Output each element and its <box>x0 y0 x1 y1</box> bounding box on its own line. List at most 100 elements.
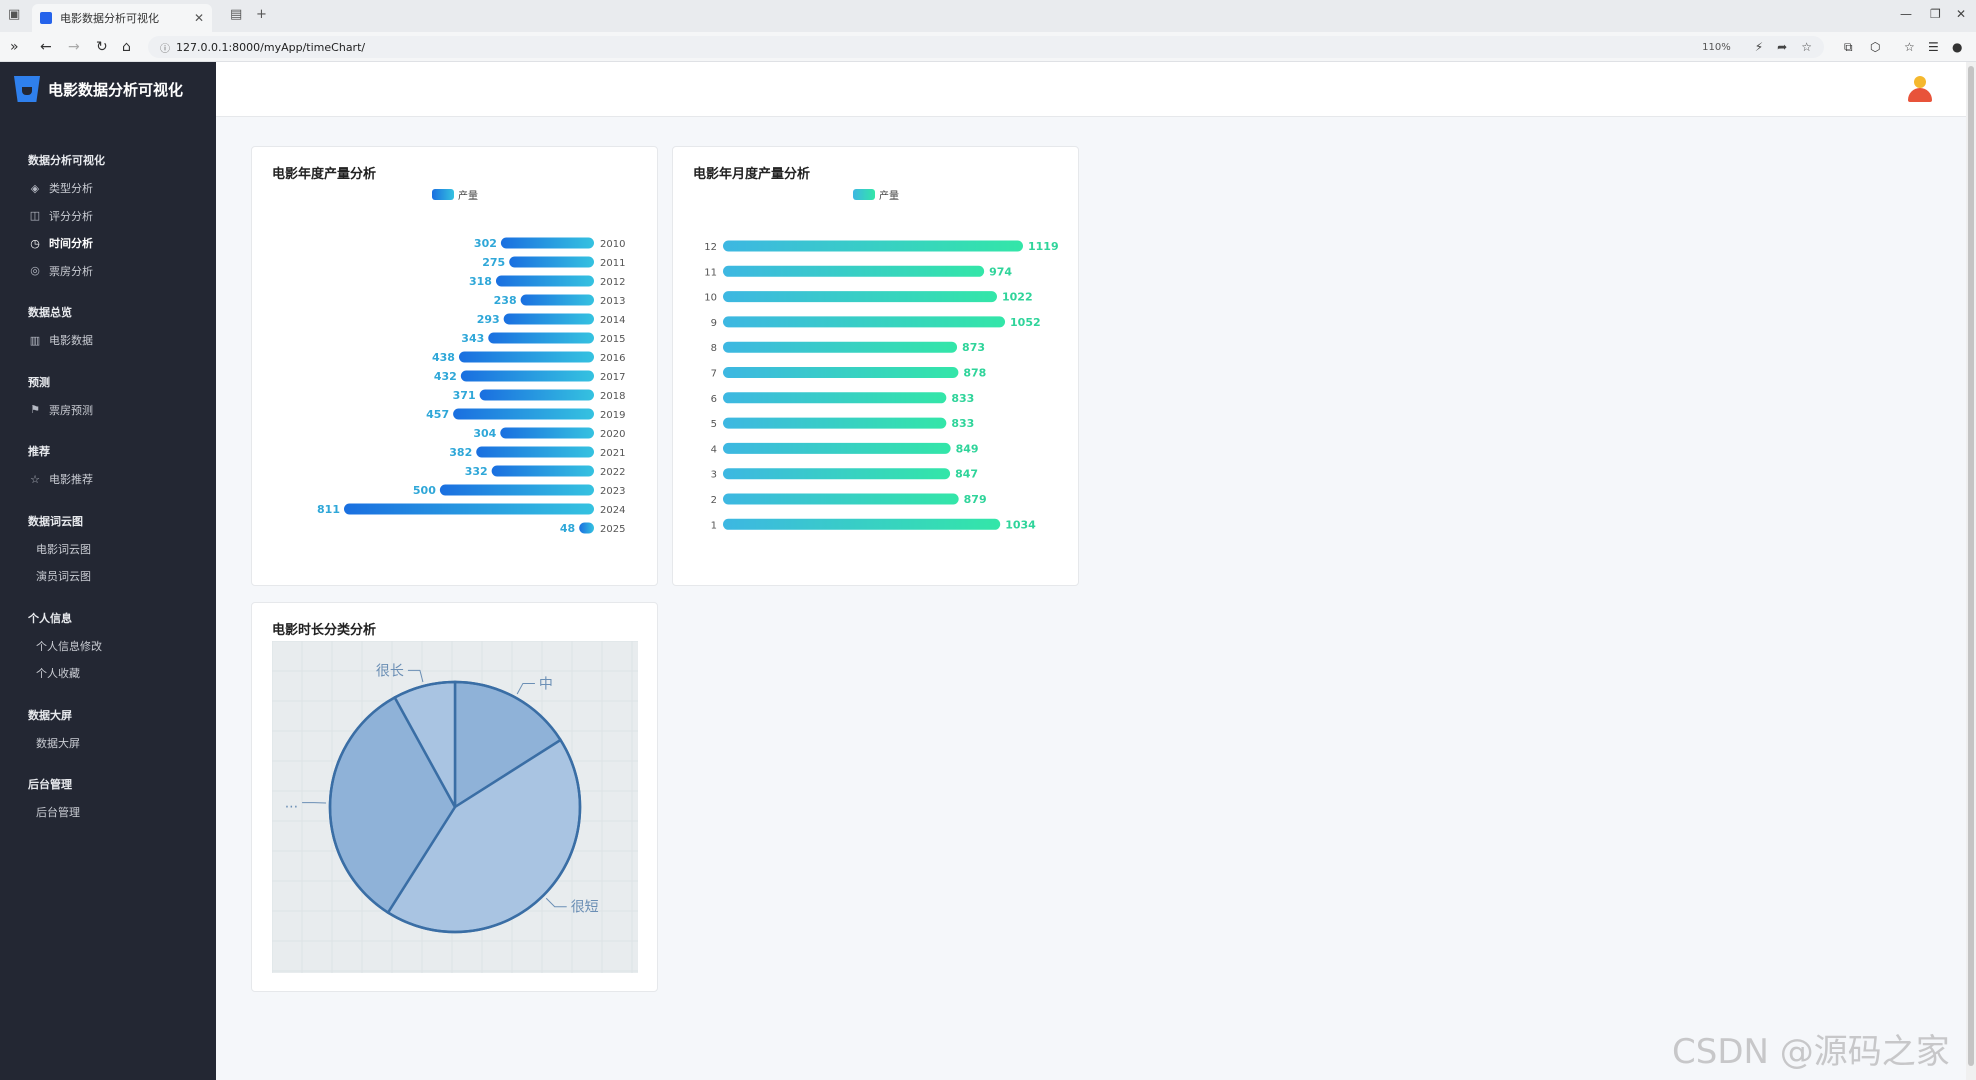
sidebar-item-label: 电影数据 <box>49 334 93 347</box>
data-label: 974 <box>989 265 1012 278</box>
sidebar-item[interactable]: ⚑ 票房预测 <box>28 402 93 418</box>
sidebar-item-label: 后台管理 <box>36 806 80 819</box>
sidebar-item[interactable]: ◎ 票房分析 <box>28 263 93 279</box>
watch-icon: ◷ <box>30 236 40 250</box>
flag-icon: ⚑ <box>30 403 40 416</box>
close-tab-icon[interactable]: ✕ <box>193 11 204 25</box>
extensions-icon[interactable]: ⬡ <box>1870 40 1881 54</box>
data-label: 318 <box>469 275 492 288</box>
expand-icon[interactable]: » <box>10 39 19 55</box>
translate-icon[interactable]: ⧉ <box>1844 40 1853 54</box>
data-label: 438 <box>432 351 455 364</box>
legend[interactable]: 产量 <box>853 187 899 202</box>
close-window-icon[interactable]: ✕ <box>1956 7 1967 21</box>
tick-label: 2025 <box>600 524 625 535</box>
data-label: 304 <box>473 427 496 440</box>
bar <box>439 484 594 496</box>
sidebar-item[interactable]: 后台管理 <box>36 804 80 820</box>
minimize-icon[interactable]: — <box>1900 7 1912 21</box>
slice-label: ... <box>285 796 298 812</box>
url-text[interactable]: 127.0.0.1:8000/myApp/timeChart/ <box>176 40 366 54</box>
tick-label: 2 <box>711 495 717 506</box>
site-info-icon[interactable]: ⓘ <box>160 43 170 55</box>
bar <box>495 275 594 287</box>
bar <box>723 442 951 454</box>
yearly-production-card: 电影年度产量分析 产量 302 2010 275 2011 318 2012 238 2013… <box>251 146 658 586</box>
tick-label: 2021 <box>600 448 625 459</box>
zoom-level[interactable]: 110% <box>1702 41 1731 53</box>
user-avatar-icon[interactable] <box>1906 76 1934 104</box>
tick-label: 4 <box>711 444 717 455</box>
sidebar-group-title: 数据分析可视化 <box>28 154 105 167</box>
tick-label: 2014 <box>600 315 625 326</box>
sidebar-item-label: 类型分析 <box>49 182 93 195</box>
sidebar-item-label: 个人信息修改 <box>36 639 102 653</box>
sidebar-item[interactable]: 数据大屏 <box>36 735 80 751</box>
duration-category-card: 电影时长分类分析 中很短... 很长 <box>251 602 658 992</box>
bar <box>488 332 594 344</box>
data-label: 811 <box>317 503 340 516</box>
coin-icon: ◎ <box>30 264 40 277</box>
bar <box>723 493 959 505</box>
sidebar-item[interactable]: ◷ 时间分析 <box>28 235 93 251</box>
data-label: 275 <box>482 256 505 269</box>
sidebar-group-title: 预测 <box>28 375 50 389</box>
menu-icon[interactable]: ☰ <box>1928 40 1939 54</box>
sidebar-group-title: 推荐 <box>28 445 50 458</box>
tick-label: 2012 <box>600 277 625 288</box>
tab-title: 电影数据分析可视化 <box>60 12 159 25</box>
brand[interactable]: 电影数据分析可视化 <box>14 76 183 102</box>
sidebar-item[interactable]: 个人收藏 <box>36 665 80 681</box>
card-title: 电影年月度产量分析 <box>693 167 811 182</box>
legend-swatch <box>853 189 875 200</box>
lightning-icon[interactable]: ⚡ <box>1754 40 1764 54</box>
slice-label: 很短 <box>571 900 599 916</box>
sidebar-item[interactable]: ▥ 电影数据 <box>28 332 93 348</box>
bar <box>491 465 594 477</box>
slice-label: 很长 <box>376 663 404 679</box>
bar <box>520 294 594 306</box>
favorites-icon[interactable]: ☆ <box>1904 40 1915 54</box>
bar <box>458 351 594 363</box>
url-field[interactable]: ⓘ 127.0.0.1:8000/myApp/timeChart/ 110% ⚡… <box>148 36 1824 58</box>
sidebar-item[interactable]: 演员词云图 <box>36 568 91 584</box>
data-label: 238 <box>494 294 517 307</box>
sidebar-item[interactable]: ☆ 电影推荐 <box>28 471 93 487</box>
share-icon[interactable]: ➦ <box>1777 40 1788 54</box>
restore-icon[interactable]: ❐ <box>1930 7 1941 21</box>
scrollbar-thumb[interactable] <box>1968 66 1974 1066</box>
tab-list-icon[interactable]: ▤ <box>230 7 243 22</box>
browser-tab[interactable]: 电影数据分析可视化 ✕ <box>32 4 212 32</box>
tick-label: 2019 <box>600 410 625 421</box>
page-scrollbar[interactable] <box>1966 62 1976 1080</box>
data-label: 332 <box>465 465 488 478</box>
bookmark-icon[interactable]: ☆ <box>1801 40 1812 54</box>
sidebar-item-label: 时间分析 <box>49 237 93 250</box>
reload-icon[interactable]: ↻ <box>96 39 108 55</box>
back-icon[interactable]: ← <box>40 39 52 55</box>
sidebar-item-label: 票房预测 <box>49 403 93 417</box>
pie-outline <box>328 680 582 934</box>
tick-label: 3 <box>711 470 717 481</box>
forward-icon[interactable]: → <box>68 39 80 55</box>
tick-label: 2010 <box>600 239 625 250</box>
bar <box>723 468 951 480</box>
sidebar-item[interactable]: 个人信息修改 <box>36 638 102 654</box>
legend[interactable]: 产量 <box>432 187 478 202</box>
brand-name: 电影数据分析可视化 <box>48 80 184 99</box>
tick-label: 1 <box>711 520 717 531</box>
new-tab-icon[interactable]: + <box>256 7 267 22</box>
sidebar-toggle-icon[interactable]: ▣ <box>8 7 21 22</box>
tick-label: 2017 <box>600 372 625 383</box>
bar <box>509 256 594 268</box>
profile-icon[interactable]: ● <box>1952 40 1963 54</box>
bar <box>723 392 947 404</box>
bar <box>579 522 594 534</box>
sidebar-item[interactable]: 电影词云图 <box>36 541 91 557</box>
sidebar-item[interactable]: ◫ 评分分析 <box>28 208 93 224</box>
home-icon[interactable]: ⌂ <box>122 39 131 55</box>
sidebar-item[interactable]: ◈ 类型分析 <box>28 180 93 196</box>
sidebar-item-label: 电影推荐 <box>49 473 93 486</box>
sidebar-item-label: 票房分析 <box>49 264 93 278</box>
tick-label: 2023 <box>600 486 625 497</box>
